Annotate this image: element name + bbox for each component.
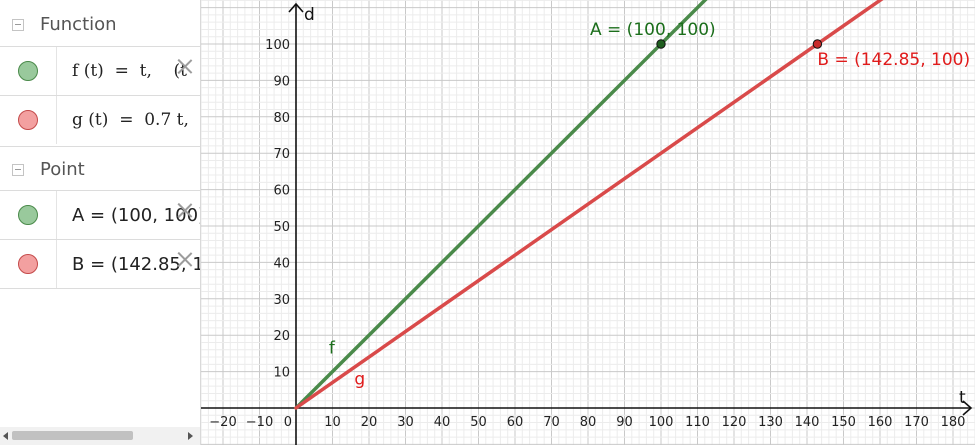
algebra-view: Function f (t) = t, (t g (t) = 0.7 t, ( … [0,0,201,445]
scrollbar-thumb[interactable] [12,431,133,440]
x-tick-label: 90 [616,415,633,430]
scroll-left-icon[interactable] [3,432,8,440]
x-tick-label: −20 [209,415,236,430]
x-tick-label: 160 [868,415,893,430]
x-tick-label: 130 [758,415,783,430]
y-tick-label: 20 [273,329,290,344]
group-label: Point [40,159,85,180]
scroll-right-icon[interactable] [188,432,193,440]
y-tick-label: 60 [273,184,290,199]
algebra-input[interactable]: B = (142.85, 100) [72,254,200,275]
visibility-marble-icon[interactable] [18,110,38,130]
delete-icon[interactable] [176,201,194,219]
x-axis-arrow-icon [962,400,973,416]
points[interactable]: A = (100, 100) B = (142.85, 100) [590,20,970,70]
graphics-view[interactable]: −20 −10 0 10 20 30 40 50 60 70 80 90 100 110 120 130 140… [201,0,975,445]
visibility-marble-icon[interactable] [18,205,38,225]
y-axis-arrow-icon [288,2,304,13]
marble-cell[interactable] [0,240,57,288]
visibility-marble-icon[interactable] [18,254,38,274]
x-tick-label: 100 [649,415,674,430]
x-tick-label: 120 [722,415,747,430]
x-tick-label: 30 [397,415,414,430]
horizontal-scrollbar[interactable] [0,427,200,445]
x-tick-label: 50 [470,415,487,430]
x-tick-label: −10 [246,415,273,430]
marble-cell[interactable] [0,191,57,239]
function-label-g: g [354,369,365,389]
algebra-row-A[interactable]: A = (100, 100) [0,190,200,239]
group-header-point[interactable]: Point [0,146,200,191]
marble-cell[interactable] [0,96,57,144]
collapse-toggle-icon[interactable] [12,164,24,176]
x-tick-label: 10 [324,415,341,430]
y-tick-label: 80 [273,111,290,126]
grid [201,0,975,445]
y-tick-label: 100 [265,38,290,53]
x-tick-label: 150 [831,415,856,430]
x-tick-label: 140 [795,415,820,430]
y-tick-labels: 10 20 30 40 50 60 70 80 90 100 [265,38,290,381]
x-tick-label: 60 [507,415,524,430]
x-tick-label: 20 [361,415,378,430]
graphics-canvas[interactable]: −20 −10 0 10 20 30 40 50 60 70 80 90 100 110 120 130 140… [201,0,975,445]
algebra-row-g[interactable]: g (t) = 0.7 t, ( [0,95,200,144]
delete-icon[interactable] [176,250,194,268]
point-label-A: A = (100, 100) [590,20,716,40]
visibility-marble-icon[interactable] [18,61,38,81]
y-tick-label: 40 [273,256,290,271]
delete-icon[interactable] [176,57,194,75]
axes [201,2,973,445]
group-label: Function [40,14,117,35]
algebra-row-B[interactable]: B = (142.85, 100) [0,239,200,289]
y-tick-label: 30 [273,293,290,308]
x-tick-labels: −20 −10 0 10 20 30 40 50 60 70 80 90 100 110 120 130 140… [209,415,965,430]
point-A[interactable] [656,39,666,49]
y-tick-label: 50 [273,220,290,235]
point-B[interactable] [812,39,823,49]
marble-cell[interactable] [0,47,57,95]
algebra-row-f[interactable]: f (t) = t, (t [0,46,200,95]
y-axis-label: d [304,5,315,25]
algebra-input[interactable]: g (t) = 0.7 t, ( [72,110,200,130]
group-header-function[interactable]: Function [0,2,200,46]
x-tick-label: 40 [434,415,451,430]
x-tick-label: 70 [543,415,560,430]
y-tick-label: 90 [273,74,290,89]
y-tick-label: 10 [273,366,290,381]
y-tick-label: 70 [273,147,290,162]
x-tick-label: 80 [580,415,597,430]
collapse-toggle-icon[interactable] [12,19,24,31]
x-tick-label: 170 [904,415,929,430]
x-tick-label: 0 [284,415,292,430]
x-axis-label: t [959,388,966,408]
function-label-f: f [329,338,336,358]
x-tick-label: 110 [685,415,710,430]
point-label-B: B = (142.85, 100) [817,50,970,70]
x-tick-label: 180 [941,415,966,430]
